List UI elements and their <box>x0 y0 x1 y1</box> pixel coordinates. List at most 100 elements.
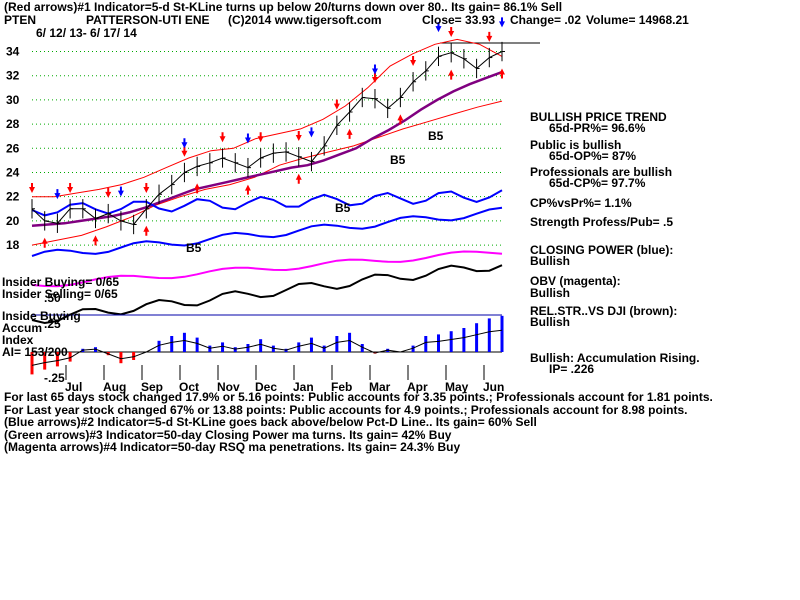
red-sell-arrow <box>410 56 417 67</box>
footer-line1: For last 65 days stock changed 17.9% or … <box>4 390 713 404</box>
red-sell-arrow <box>219 132 226 143</box>
date-range: 6/ 12/ 13- 6/ 17/ 14 <box>36 26 137 40</box>
company-name: PATTERSON-UTI ENE <box>86 13 210 27</box>
price-band-layer <box>31 38 503 246</box>
ai-label: AI= 153/200 <box>2 345 68 359</box>
red-sell-arrow <box>333 99 340 110</box>
insider-buying-label: Insider Buying= 0/65 <box>2 275 119 289</box>
red-buy-arrow <box>194 183 201 194</box>
blue-arrow <box>435 22 442 33</box>
bullish-trend-label: BULLISH PRICE TREND <box>530 110 667 124</box>
ma50-line <box>31 70 503 227</box>
relstr-value: Bullish <box>530 315 570 329</box>
accum-axis: .50 .25 -.25 <box>44 291 65 385</box>
change-label: Change= .02 <box>510 13 581 27</box>
relstr-label: REL.STR..VS DJI (brown): <box>530 304 677 318</box>
month-label: May <box>445 380 469 394</box>
ip-label: IP= .226 <box>549 362 594 376</box>
op-label: 65d-OP%= 87% <box>549 149 636 163</box>
blue-arrow <box>181 138 188 149</box>
price-tick-label: 20 <box>6 214 20 228</box>
accum-rising-label: Bullish: Accumulation Rising. <box>530 351 700 365</box>
month-axis: Jul Aug Sep Oct Nov Dec Jan Feb Mar Apr May Jun <box>65 365 504 394</box>
month-label: Nov <box>217 380 240 394</box>
index-label: Index <box>2 333 34 347</box>
obv-value: Bullish <box>530 286 570 300</box>
accum-tick-label: .50 <box>44 291 61 305</box>
price-line <box>31 51 503 226</box>
red-sell-arrow <box>486 31 493 42</box>
red-sell-arrow <box>371 72 378 83</box>
red-sell-arrow <box>67 183 74 194</box>
footer-line4: (Green arrows)#3 Indicator=50-day Closin… <box>4 428 452 442</box>
blue-arrow <box>499 17 505 28</box>
price-tick-label: 30 <box>6 93 20 107</box>
pros-bullish-label: Professionals are bullish <box>530 165 672 179</box>
b5-label: B5 <box>186 241 202 255</box>
red-buy-arrow <box>346 128 353 139</box>
red-buy-arrow <box>41 237 48 248</box>
inside-buying-label: Inside Buying <box>2 309 81 323</box>
accum-label: Accum <box>2 321 42 335</box>
price-tick-label: 18 <box>6 238 20 252</box>
month-label: Apr <box>407 380 428 394</box>
month-label: Jun <box>483 380 504 394</box>
red-sell-arrow <box>295 131 302 142</box>
cp-pr-line <box>31 189 503 217</box>
relstr-line <box>31 264 503 325</box>
red-sell-arrow <box>29 183 35 194</box>
price-tick-label: 32 <box>6 69 20 83</box>
month-label: Oct <box>179 380 199 394</box>
copyright-label: (C)2014 www.tigersoft.com <box>228 13 382 27</box>
blue-arrow <box>54 189 61 200</box>
accum-tick-label: -.25 <box>44 371 65 385</box>
accum-ma-line <box>31 329 503 366</box>
month-label: Feb <box>331 380 352 394</box>
pr-label: 65d-PR%= 96.6% <box>549 121 646 135</box>
blue-arrow <box>308 127 315 138</box>
obv-label: OBV (magenta): <box>530 274 621 288</box>
accum-tick-label: .25 <box>44 317 61 331</box>
cpvspr-label: CP%vsPr%= 1.1% <box>530 196 632 210</box>
red-buy-arrow <box>143 225 150 236</box>
closing-power-label: CLOSING POWER (blue): <box>530 243 673 257</box>
obv-line <box>31 250 503 288</box>
blue-arrow <box>371 64 378 75</box>
close-label: Close= 33.93 <box>422 13 495 27</box>
price-tick-label: 22 <box>6 190 20 204</box>
red-buy-arrow <box>244 184 251 195</box>
footer-line2: For Last year stock changed 67% or 13.88… <box>4 403 688 417</box>
closing-power-line <box>31 206 503 257</box>
red-buy-arrow <box>295 173 302 184</box>
upper-band <box>32 38 503 198</box>
closing-power-value: Bullish <box>530 254 570 268</box>
blue-arrow <box>117 186 124 197</box>
month-label: Jul <box>65 380 82 394</box>
month-label: Sep <box>141 380 163 394</box>
price-layer <box>31 41 505 235</box>
red-sell-arrow <box>257 132 264 143</box>
red-buy-arrow <box>448 69 455 80</box>
volume-label: Volume= 14968.21 <box>586 13 689 27</box>
month-label: Dec <box>255 380 277 394</box>
public-bullish-label: Public is bullish <box>530 138 621 152</box>
price-tick-label: 24 <box>6 165 20 179</box>
red-buy-arrow <box>397 114 404 125</box>
indicator-layer <box>31 189 503 325</box>
ticker-label: PTEN <box>4 13 36 27</box>
red-sell-arrow <box>448 27 455 37</box>
footer-line3: (Blue arrows)#2 Indicator=5-d St-KLine g… <box>4 415 537 429</box>
price-tick-label: 26 <box>6 141 20 155</box>
red-buy-arrow <box>499 68 505 79</box>
b5-label: B5 <box>428 129 444 143</box>
blue-arrow <box>244 133 251 144</box>
month-label: Mar <box>369 380 391 394</box>
lower-band <box>31 100 503 246</box>
month-label: Jan <box>293 380 314 394</box>
insider-selling-label: Insider Selling= 0/65 <box>2 287 118 301</box>
signal-arrows: B5 B5 B5 B5 <box>29 17 505 255</box>
red-sell-arrow <box>105 187 112 198</box>
cp-label: 65d-CP%= 97.7% <box>549 176 646 190</box>
price-tick-label: 34 <box>6 45 20 59</box>
